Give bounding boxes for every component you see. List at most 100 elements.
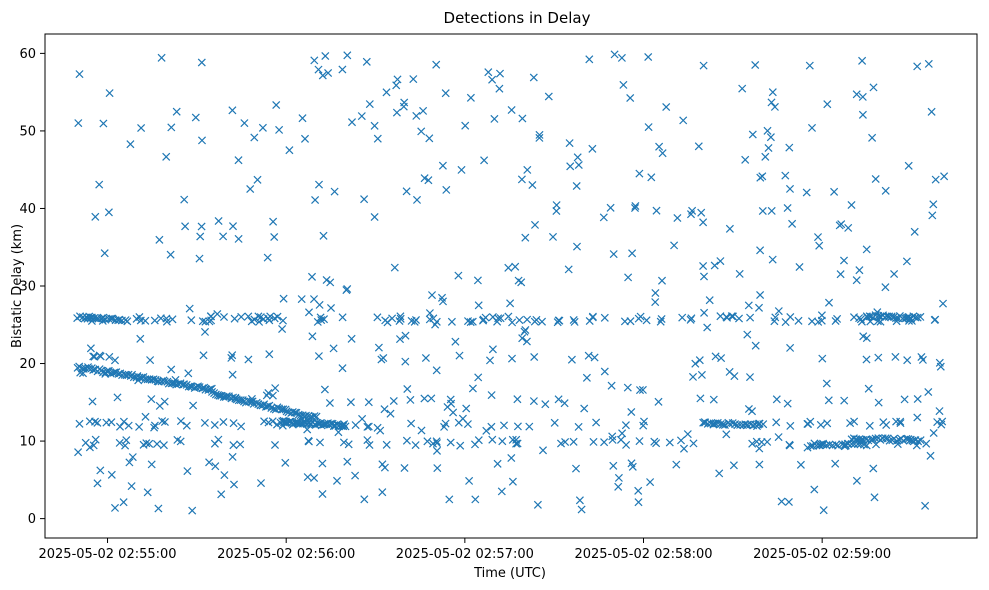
scatter-point (554, 316, 563, 325)
scatter-point (655, 142, 664, 151)
scatter-point (406, 395, 415, 404)
scatter-point (725, 224, 734, 233)
scatter-point (651, 298, 660, 307)
scatter-point (916, 436, 925, 445)
scatter-point (571, 464, 581, 473)
scatter-point (786, 343, 795, 352)
scatter-point (187, 316, 196, 325)
scatter-point (654, 397, 663, 406)
scatter-point (152, 439, 162, 449)
scatter-point (425, 309, 434, 318)
scatter-point (119, 417, 128, 426)
scatter-point (635, 386, 645, 395)
scatter-point (254, 312, 263, 321)
scatter-point (931, 175, 940, 184)
scatter-point (338, 65, 347, 74)
scatter-point (229, 441, 238, 450)
scatter-point (89, 441, 98, 450)
scatter-point (852, 476, 861, 485)
scatter-point (432, 366, 441, 375)
scatter-point (862, 334, 871, 343)
scatter-point (458, 414, 467, 423)
scatter-point (871, 174, 880, 184)
scatter-point (338, 421, 347, 430)
scatter-point (627, 459, 636, 468)
scatter-point (772, 395, 781, 404)
scatter-point (679, 444, 689, 453)
scatter-point (123, 317, 132, 326)
scatter-point (651, 288, 660, 298)
scatter-point (145, 439, 154, 448)
scatter-point (567, 355, 576, 364)
scatter-point (770, 102, 779, 111)
scatter-point (417, 426, 426, 435)
scatter-point (339, 438, 348, 447)
scatter-point (856, 437, 865, 446)
scatter-point (747, 407, 757, 416)
scatter-point (318, 459, 327, 468)
x-tick-label: 2025-05-02 02:56:00 (217, 547, 355, 562)
scatter-point (173, 435, 182, 444)
scatter-point (786, 421, 795, 430)
scatter-point (105, 352, 114, 361)
scatter-point (565, 139, 574, 148)
scatter-point (902, 257, 911, 266)
scatter-point (929, 428, 938, 438)
scatter-point (124, 421, 133, 430)
scatter-point (913, 413, 922, 422)
scatter-point (859, 440, 869, 449)
scatter-point (220, 471, 229, 480)
scatter-point (817, 311, 826, 320)
scatter-point (924, 59, 933, 68)
scatter-point (253, 175, 262, 184)
scatter-point (896, 417, 905, 426)
scatter-point (396, 314, 405, 323)
scatter-point (529, 73, 538, 82)
y-tick-label: 10 (19, 435, 36, 450)
scatter-point (794, 316, 803, 325)
scatter-point (285, 146, 294, 155)
scatter-point (265, 350, 274, 359)
scatter-point (181, 222, 190, 231)
scatter-point (424, 176, 433, 185)
scatter-point (788, 219, 797, 228)
scatter-point (631, 201, 640, 211)
scatter-point (508, 435, 517, 444)
scatter-point (863, 313, 872, 322)
scatter-point (338, 313, 347, 322)
scatter-point (592, 418, 601, 427)
scatter-point (644, 52, 653, 62)
scatter-point (462, 404, 471, 413)
scatter-point (403, 384, 412, 394)
scatter-point (278, 316, 288, 325)
scatter-point (767, 98, 776, 107)
scatter-point (304, 437, 313, 446)
scatter-point (219, 232, 228, 241)
scatter-point (916, 312, 925, 321)
scatter-point (517, 175, 526, 184)
scatter-point (621, 421, 630, 430)
scatter-point (374, 343, 383, 352)
scatter-point (716, 257, 725, 266)
scatter-point (229, 480, 239, 489)
scatter-point (272, 100, 281, 110)
scatter-point (409, 75, 418, 84)
scatter-point (529, 397, 538, 406)
scatter-point (517, 278, 526, 287)
scatter-point (271, 384, 280, 393)
scatter-point (900, 395, 909, 404)
scatter-point (844, 223, 853, 232)
scatter-point (781, 171, 790, 180)
scatter-point (85, 417, 94, 426)
scatter-point (487, 422, 496, 431)
scatter-point (480, 156, 489, 165)
scatter-point (166, 250, 175, 259)
scatter-point (162, 152, 171, 161)
scatter-point (575, 496, 584, 505)
scatter-point (227, 353, 236, 362)
scatter-point (566, 162, 575, 171)
scatter-point (573, 153, 582, 162)
y-tick-label: 60 (19, 47, 36, 62)
scatter-point (868, 133, 877, 142)
scatter-point (935, 358, 944, 367)
